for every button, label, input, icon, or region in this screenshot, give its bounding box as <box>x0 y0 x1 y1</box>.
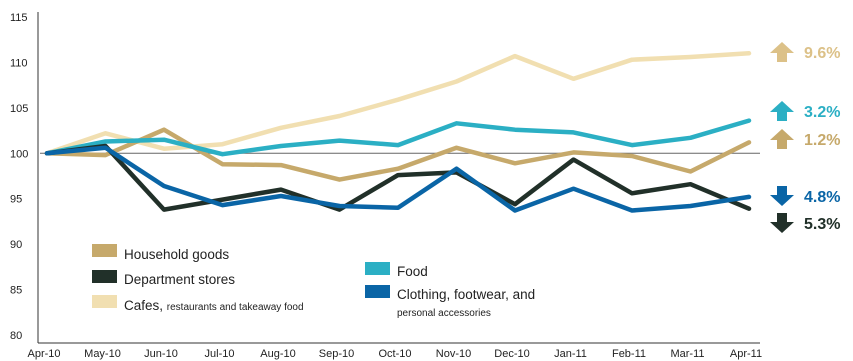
end-label-value: 3.2% <box>804 104 840 121</box>
y-tick-label: 80 <box>10 330 22 342</box>
x-tick-label: Aug-10 <box>260 348 295 360</box>
x-tick-label: May-10 <box>84 348 121 360</box>
axes <box>37 12 760 344</box>
legend: Household goods Department stores Cafes, r… <box>92 244 535 319</box>
up-arrow-icon <box>770 129 794 149</box>
x-tick-label: Apr-11 <box>730 348 762 360</box>
legend-swatch <box>92 270 117 283</box>
legend-label: Food <box>397 264 428 279</box>
end-label-value: 5.3% <box>804 216 840 233</box>
legend-label: Clothing, footwear, and <box>397 287 535 302</box>
y-tick-label: 110 <box>10 57 28 69</box>
legend-label: Department stores <box>124 272 235 287</box>
y-tick-label: 100 <box>10 148 28 160</box>
series-line-4 <box>44 145 752 213</box>
x-tick-label: Mar-11 <box>670 348 704 360</box>
x-tick-label: Apr-10 <box>27 348 60 360</box>
x-tick-label: Jul-10 <box>205 348 235 360</box>
x-tick-label: Jan-11 <box>554 348 587 360</box>
series-line-2 <box>44 51 752 156</box>
series-line-0 <box>44 127 752 182</box>
y-tick-label: 105 <box>10 103 28 115</box>
x-tick-label: Nov-10 <box>436 348 471 360</box>
x-tick-label: Feb-11 <box>612 348 646 360</box>
series-lines <box>44 51 752 213</box>
y-tick-label: 95 <box>10 194 22 206</box>
legend-swatch <box>92 244 117 257</box>
legend-label: Household goods <box>124 247 229 262</box>
x-tick-label: Dec-10 <box>494 348 529 360</box>
up-arrow-icon <box>770 42 794 62</box>
x-tick-label: Sep-10 <box>319 348 354 360</box>
legend-swatch <box>92 295 117 308</box>
legend-label-suffix: restaurants and takeaway food <box>167 302 304 313</box>
y-tick-label: 85 <box>10 285 22 297</box>
y-tick-label: 90 <box>10 239 22 251</box>
x-tick-labels: Apr-10 May-10 Jun-10 Jul-10 Aug-10 Sep-10 Oct-… <box>27 348 762 360</box>
end-label-value: 1.2% <box>804 132 840 149</box>
legend-swatch <box>365 262 390 275</box>
up-arrow-icon <box>770 101 794 121</box>
y-tick-labels: 80 85 90 95 100 105 110 115 <box>10 12 28 342</box>
down-arrow-icon <box>770 213 794 233</box>
y-tick-label: 115 <box>10 12 28 24</box>
end-label-value: 4.8% <box>804 189 840 206</box>
legend-label-line2: personal accessories <box>397 308 491 319</box>
x-tick-label: Jun-10 <box>144 348 178 360</box>
legend-swatch <box>365 285 390 298</box>
x-tick-label: Oct-10 <box>378 348 411 360</box>
end-label-value: 9.6% <box>804 45 840 62</box>
down-arrow-icon <box>770 186 794 206</box>
end-labels: 9.6% 3.2% 1.2% 4.8% 5.3% <box>770 42 840 233</box>
series-line-1 <box>44 143 752 212</box>
series-line-3 <box>44 118 752 157</box>
legend-label: Cafes, restaurants and takeaway food <box>124 298 304 313</box>
